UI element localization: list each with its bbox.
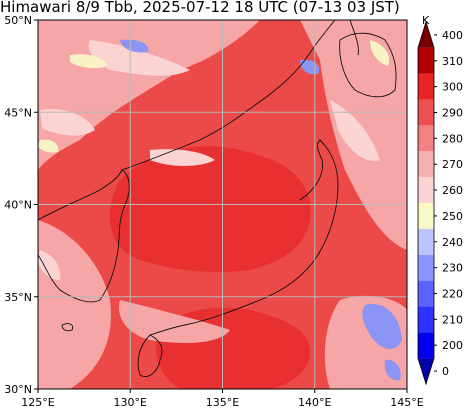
x-tick-label: 130°E xyxy=(114,396,147,409)
latitude-axis: 30°N 35°N 40°N 45°N 50°N xyxy=(4,14,38,396)
colorbar-swatch xyxy=(418,254,434,281)
colorbar-unit-label: K xyxy=(422,14,430,27)
colorbar-tick-label: 250 xyxy=(442,210,463,223)
shikoku-kyushu-coast xyxy=(137,334,163,377)
colorbar-tick-label: 280 xyxy=(442,132,463,145)
x-tick-label: 145°E xyxy=(390,396,423,409)
colorbar-outline xyxy=(417,20,435,386)
colorbar-tick-label: 210 xyxy=(442,313,463,326)
y-tick-label: 35°N xyxy=(4,291,32,304)
colorbar-swatch xyxy=(418,125,434,152)
colorbar-swatch xyxy=(418,203,434,229)
colorbar-tick-label: 0 xyxy=(442,365,449,378)
sakhalin-coast xyxy=(349,20,359,56)
korea-china-coast xyxy=(38,169,130,303)
coastlines xyxy=(38,20,397,377)
honshu-coast xyxy=(149,139,339,336)
colorbar-swatch xyxy=(418,151,434,178)
colorbar-tick-label: 300 xyxy=(442,81,463,94)
colorbar-tick-label: 200 xyxy=(442,339,463,352)
colorbar-swatch xyxy=(418,22,434,48)
colorbar-tick-label: 240 xyxy=(442,236,463,249)
colorbar-swatch xyxy=(418,358,434,384)
colorbar-tick-label: 310 xyxy=(442,55,463,68)
y-tick-label: 45°N xyxy=(4,106,32,119)
longitude-axis: 125°E 130°E 135°E 140°E 145°E xyxy=(21,389,424,409)
colorbar-swatch xyxy=(418,73,434,100)
colorbar-swatch xyxy=(418,47,434,74)
colorbar-tick-label: 400 xyxy=(442,29,463,42)
jeju-coast xyxy=(61,323,74,332)
russia-coast xyxy=(247,20,336,111)
x-tick-label: 135°E xyxy=(206,396,239,409)
x-tick-label: 140°E xyxy=(298,396,331,409)
colorbar-swatch xyxy=(418,228,434,255)
hokkaido-coast xyxy=(339,32,397,98)
colorbar-tick-label: 260 xyxy=(442,184,463,197)
korea-north-coast xyxy=(121,109,249,171)
y-tick-label: 50°N xyxy=(4,14,32,27)
colorbar-swatch xyxy=(418,332,434,359)
colorbar-tick-label: 270 xyxy=(442,158,463,171)
lat-lon-gridlines xyxy=(38,20,407,389)
temperature-colorbar: 0 200 210 220 230 240 250 260 270 280 290 300 310 400 xyxy=(417,20,463,386)
map-title: Himawari 8/9 Tbb, 2025-07-12 18 UTC (07-… xyxy=(0,0,400,16)
colorbar-tick-label: 290 xyxy=(442,107,463,120)
x-tick-label: 125°E xyxy=(21,396,54,409)
colorbar-swatch xyxy=(418,99,434,126)
map-panel xyxy=(38,20,407,389)
cold-cloud-blue-patches xyxy=(120,39,402,381)
y-tick-label: 40°N xyxy=(4,199,32,212)
cold-cloud-yellow-patches xyxy=(38,40,390,153)
colorbar-tick-label: 220 xyxy=(442,288,463,301)
clear-sky-warm-region xyxy=(109,146,311,272)
colorbar-swatch xyxy=(418,177,434,203)
colorbar-tick-label: 230 xyxy=(442,262,463,275)
colorbar-swatch xyxy=(418,280,434,307)
colorbar-swatch xyxy=(418,306,434,333)
pale-cloud-streaks xyxy=(38,40,380,280)
y-tick-label: 30°N xyxy=(4,383,32,396)
